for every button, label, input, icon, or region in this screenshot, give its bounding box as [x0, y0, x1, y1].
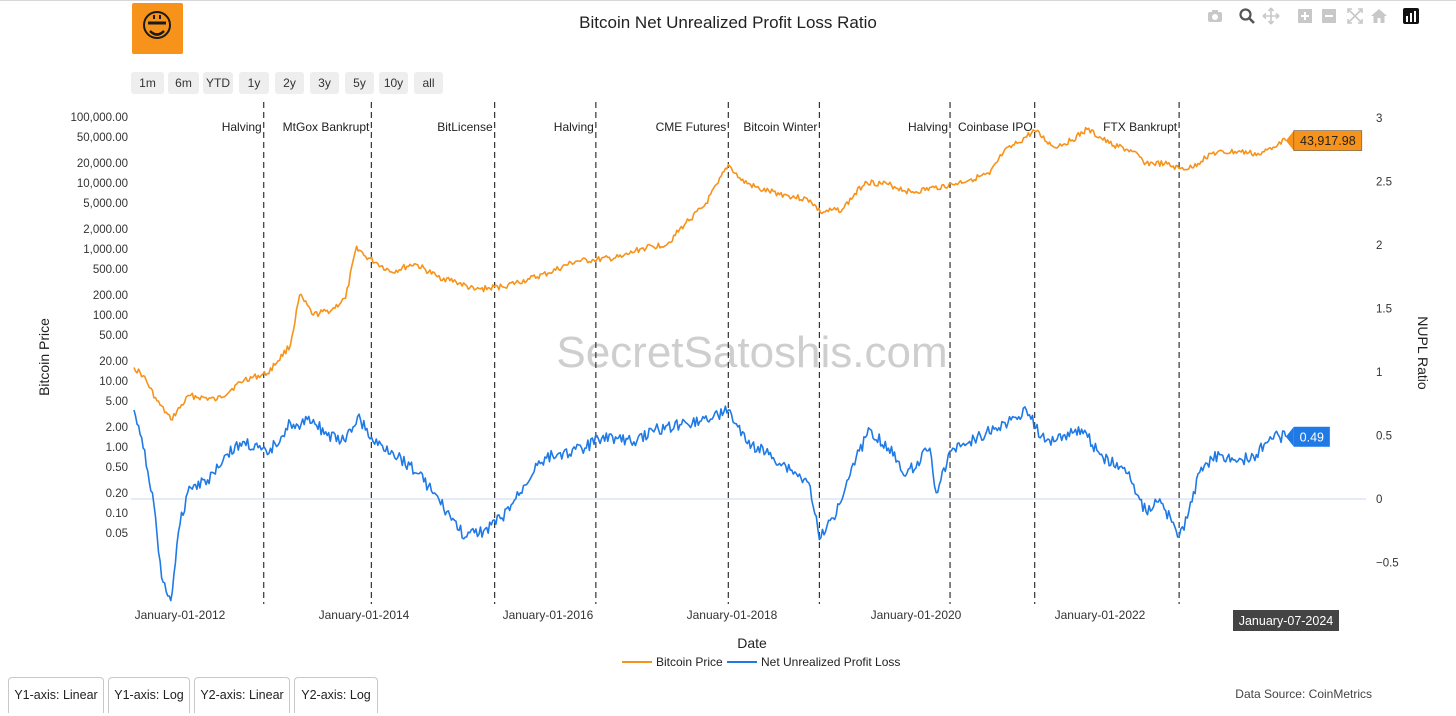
- x-tick-label: January-01-2012: [135, 608, 226, 622]
- x-tick-label: January-01-2014: [319, 608, 410, 622]
- y2-axis-title: NUPL Ratio: [1415, 316, 1431, 390]
- y2-tick-label: 2.5: [1376, 177, 1392, 189]
- y1-tick-label: 500.00: [93, 264, 128, 276]
- range-button-2y[interactable]: 2y: [275, 72, 304, 94]
- legend-label-price[interactable]: Bitcoin Price: [656, 655, 723, 669]
- price-end-box: [1293, 130, 1363, 151]
- event-label: CME Futures: [656, 120, 727, 134]
- x-tick-label: January-01-2020: [871, 608, 962, 622]
- y1-tick-label: 50,000.00: [77, 132, 128, 144]
- x-tick-label: January-01-2016: [503, 608, 594, 622]
- x-tick-label: January-01-2018: [687, 608, 778, 622]
- y1-axis: 100,000.00 50,000.00 20,000.00 10,000.00 5,0…: [70, 112, 128, 540]
- hover-date-text: January-07-2024: [1239, 614, 1334, 628]
- y1-tick-label: 2,000.00: [83, 224, 128, 236]
- y1-tick-label: 20.00: [99, 356, 128, 368]
- event-lines: Halving MtGox Bankrupt BitLicense Halving CM…: [222, 102, 1180, 604]
- y1-tick-label: 0.05: [106, 528, 128, 540]
- zoom-in-icon[interactable]: [1296, 7, 1314, 25]
- range-button-3y[interactable]: 3y: [310, 72, 339, 94]
- y1-tick-label: 5,000.00: [83, 198, 128, 210]
- x-axis-title: Date: [737, 635, 767, 651]
- y1-tick-label: 100.00: [93, 310, 128, 322]
- price-end-label: 43,917.98: [1300, 134, 1356, 148]
- event-label: Bitcoin Winter: [743, 120, 817, 134]
- plotly-logo-icon[interactable]: [1402, 7, 1420, 25]
- legend-label-nupl[interactable]: Net Unrealized Profit Loss: [761, 655, 900, 669]
- y1-tick-label: 10,000.00: [77, 178, 128, 190]
- camera-icon[interactable]: [1206, 7, 1224, 25]
- range-button-5y[interactable]: 5y: [345, 72, 374, 94]
- chart-title: Bitcoin Net Unrealized Profit Loss Ratio: [579, 13, 877, 32]
- y1-tick-label: 5.00: [106, 396, 128, 408]
- autoscale-icon[interactable]: [1346, 7, 1364, 25]
- series-line-nupl: [133, 405, 1287, 602]
- series-line-bitcoin-price: [133, 126, 1287, 421]
- tab-y2-log[interactable]: Y2-axis: Log: [294, 677, 378, 713]
- nupl-end-box: [1293, 426, 1330, 447]
- y1-tick-label: 0.10: [106, 508, 128, 520]
- tab-y2-linear[interactable]: Y2-axis: Linear: [194, 677, 290, 713]
- tab-y1-log[interactable]: Y1-axis: Log: [108, 677, 190, 713]
- range-button-10y[interactable]: 10y: [379, 72, 408, 94]
- range-button-1y[interactable]: 1y: [239, 72, 269, 94]
- event-label: BitLicense: [437, 120, 493, 134]
- home-icon[interactable]: [1370, 7, 1388, 25]
- y2-tick-label: 2: [1376, 240, 1382, 252]
- zoom-icon[interactable]: [1238, 7, 1256, 25]
- y2-tick-label: 1.5: [1376, 304, 1392, 316]
- tab-y1-linear[interactable]: Y1-axis: Linear: [8, 677, 104, 713]
- legend: Bitcoin Price Net Unrealized Profit Loss: [622, 655, 900, 669]
- watermark: SecretSatoshis.com: [556, 328, 947, 377]
- y1-tick-label: 50.00: [99, 330, 128, 342]
- y2-tick-label: −0.5: [1376, 558, 1399, 570]
- range-button-ytd[interactable]: YTD: [203, 72, 233, 94]
- y1-tick-label: 0.50: [106, 462, 128, 474]
- pan-icon[interactable]: [1262, 7, 1280, 25]
- event-label: MtGox Bankrupt: [283, 120, 370, 134]
- hover-date-label: January-07-2024: [1233, 610, 1339, 631]
- y1-tick-label: 200.00: [93, 290, 128, 302]
- y1-axis-title: Bitcoin Price: [36, 318, 52, 396]
- x-tick-label: January-01-2022: [1055, 608, 1146, 622]
- range-button-all[interactable]: all: [414, 72, 443, 94]
- y2-tick-label: 1: [1376, 367, 1382, 379]
- y2-axis: 3 2.5 2 1.5 1 0.5 0 −0.5: [1376, 113, 1399, 570]
- y1-tick-label: 10.00: [99, 376, 128, 388]
- event-label: FTX Bankrupt: [1103, 120, 1178, 134]
- y2-tick-label: 0.5: [1376, 431, 1392, 443]
- y1-tick-label: 0.20: [106, 488, 128, 500]
- y1-tick-label: 100,000.00: [70, 112, 128, 124]
- price-end-pointer: [1285, 130, 1294, 151]
- range-button-6m[interactable]: 6m: [168, 72, 199, 94]
- y2-tick-label: 3: [1376, 113, 1382, 125]
- bitcoin-smiley-logo-icon: [132, 3, 183, 54]
- y2-tick-label: 0: [1376, 494, 1382, 506]
- zoom-out-icon[interactable]: [1320, 7, 1338, 25]
- event-label: Coinbase IPO: [958, 120, 1033, 134]
- event-label: Halving: [222, 120, 262, 134]
- event-label: Halving: [554, 120, 594, 134]
- nupl-end-pointer: [1285, 426, 1294, 447]
- nupl-end-label: 0.49: [1300, 430, 1324, 444]
- y1-tick-label: 2.00: [106, 422, 128, 434]
- x-axis: January-01-2012 January-01-2014 January-01…: [135, 608, 1146, 622]
- range-button-1m[interactable]: 1m: [131, 72, 164, 94]
- y1-tick-label: 20,000.00: [77, 158, 128, 170]
- y1-tick-label: 1.00: [106, 442, 128, 454]
- data-source: Data Source: CoinMetrics: [1235, 687, 1372, 701]
- end-labels: 43,917.98 0.49: [1285, 130, 1363, 447]
- event-label: Halving: [908, 120, 948, 134]
- y1-tick-label: 1,000.00: [83, 244, 128, 256]
